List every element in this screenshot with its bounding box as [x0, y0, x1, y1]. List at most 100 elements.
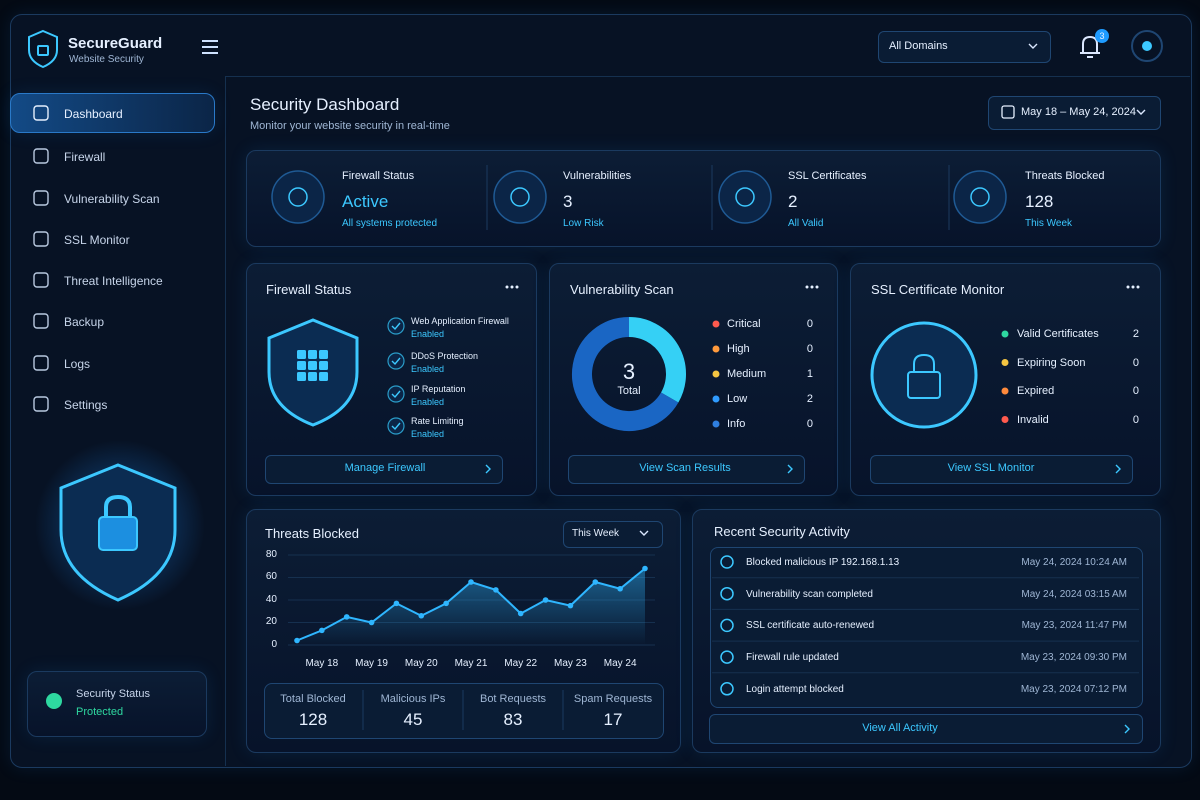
firewall-state: Enabled	[411, 364, 445, 375]
total-value: 45	[403, 710, 423, 730]
activity-text: Blocked malicious IP 192.168.1.13	[746, 556, 900, 568]
total-label: Malicious IPs	[380, 693, 446, 706]
more-dot	[1126, 285, 1130, 289]
firewall-grid-cell	[308, 350, 317, 359]
point	[443, 600, 449, 607]
nav-icon	[33, 313, 49, 329]
icon	[720, 650, 734, 664]
nav-item[interactable]: Threat Intelligence	[64, 273, 163, 288]
point	[642, 565, 648, 572]
point	[294, 637, 300, 644]
point	[542, 597, 549, 603]
point	[319, 627, 325, 634]
legend-value: 1	[806, 368, 813, 381]
y-tick-label: 20	[265, 616, 277, 628]
button-label[interactable]: View SSL Monitor	[947, 462, 1035, 475]
x-tick-label: May 23	[554, 657, 587, 669]
legend-label: Critical	[727, 318, 761, 331]
point	[592, 579, 599, 585]
avatar-dot	[1142, 41, 1152, 51]
nav-icon	[33, 355, 49, 371]
legend-dot	[712, 345, 720, 353]
status-dot	[46, 693, 62, 709]
ssl-lock-shackle	[913, 353, 935, 372]
legend-value: 0	[806, 318, 813, 331]
avatar	[1131, 30, 1163, 62]
kpi-strip	[246, 150, 1161, 247]
point	[617, 585, 623, 592]
area	[297, 568, 645, 645]
date-range-select[interactable]	[988, 96, 1161, 130]
x-tick-label: May 24	[603, 657, 637, 669]
domain-select[interactable]	[878, 31, 1051, 63]
page-title: Security Dashboard	[250, 95, 400, 115]
nav-icon	[33, 105, 49, 121]
x-tick-label: May 22	[504, 657, 538, 669]
legend-value: 0	[806, 418, 813, 431]
firewall-grid-cell	[297, 350, 306, 359]
firewall-grid-cell	[297, 361, 306, 370]
kpi-note: This Week	[1025, 217, 1073, 229]
card-title: Vulnerability Scan	[570, 281, 674, 297]
check-icon	[387, 317, 405, 335]
firewall-state: Enabled	[411, 397, 445, 408]
ssl-dot	[1001, 330, 1009, 338]
nav-icon	[33, 231, 49, 247]
x-tick-label: May 18	[305, 657, 339, 669]
ssl-item: Expired	[1017, 385, 1055, 398]
button-label[interactable]: Manage Firewall	[344, 462, 426, 475]
y-tick-label: 40	[265, 593, 277, 605]
chart-title: Threats Blocked	[265, 525, 359, 541]
notification-badge	[1095, 29, 1109, 43]
point	[418, 612, 425, 619]
point	[368, 619, 375, 626]
button-label[interactable]: View Scan Results	[639, 462, 731, 475]
kpi-value: 3	[563, 192, 573, 212]
total-label: Spam Requests	[573, 693, 653, 706]
ssl-count: 0	[1132, 385, 1139, 398]
ssl-dot	[1001, 416, 1009, 423]
total-label: Total Blocked	[280, 693, 346, 706]
more-dot	[1131, 285, 1135, 289]
nav-item[interactable]: Logs	[64, 356, 91, 371]
nav-item[interactable]: Dashboard	[64, 106, 123, 121]
point	[343, 614, 350, 620]
activity-text: Vulnerability scan completed	[746, 588, 873, 600]
ssl-count: 0	[1132, 356, 1139, 369]
legend-label: Medium	[727, 368, 767, 381]
firewall-grid-cell	[319, 361, 328, 370]
donut-total-label: Total	[617, 385, 641, 398]
manage-firewall-button[interactable]	[265, 455, 503, 484]
activity-list	[710, 547, 1143, 708]
nav-item[interactable]: Firewall	[64, 149, 106, 164]
calendar-icon	[1001, 105, 1015, 119]
nav-item[interactable]: Backup	[64, 314, 105, 329]
check-mark	[391, 390, 401, 399]
view-ssl-button[interactable]	[870, 455, 1133, 484]
kpi-icon-ring	[493, 170, 547, 224]
button-chevron	[1115, 464, 1121, 474]
kpi-label: Threats Blocked	[1025, 170, 1105, 183]
decor	[28, 29, 1163, 610]
activity-text: Login attempt blocked	[746, 683, 844, 695]
nav-item[interactable]: Vulnerability Scan	[64, 191, 160, 206]
notification-count: 3	[1099, 31, 1105, 42]
firewall-grid-cell	[319, 350, 328, 359]
view-activity-button[interactable]	[709, 714, 1143, 744]
sidebar-divider	[225, 76, 226, 766]
firewall-item: Web Application Firewall	[411, 316, 509, 327]
nav-item[interactable]: SSL Monitor	[64, 232, 130, 247]
check-mark	[391, 322, 401, 331]
nav-item[interactable]: Settings	[64, 397, 108, 412]
view-scan-button[interactable]	[568, 455, 805, 484]
point	[468, 579, 474, 585]
date-range[interactable]: May 18 – May 24, 2024	[1021, 106, 1136, 119]
legend-dot	[712, 420, 720, 428]
brand-lock	[37, 45, 49, 56]
button-label[interactable]: View All Activity	[862, 722, 938, 735]
brand-tagline: Website Security	[69, 53, 144, 65]
period-select[interactable]: This Week	[572, 527, 620, 539]
domain-select-label[interactable]: All Domains	[889, 40, 948, 53]
period-select[interactable]	[563, 521, 663, 548]
ssl-dot	[1001, 387, 1009, 395]
